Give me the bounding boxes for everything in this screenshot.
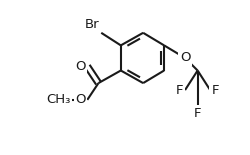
Text: F: F	[194, 107, 201, 120]
Text: O: O	[180, 51, 190, 64]
Text: F: F	[212, 84, 219, 97]
Text: O: O	[76, 93, 86, 106]
Text: F: F	[176, 84, 184, 97]
Text: Br: Br	[85, 18, 100, 31]
Text: O: O	[76, 60, 86, 73]
Text: CH₃: CH₃	[46, 93, 70, 106]
